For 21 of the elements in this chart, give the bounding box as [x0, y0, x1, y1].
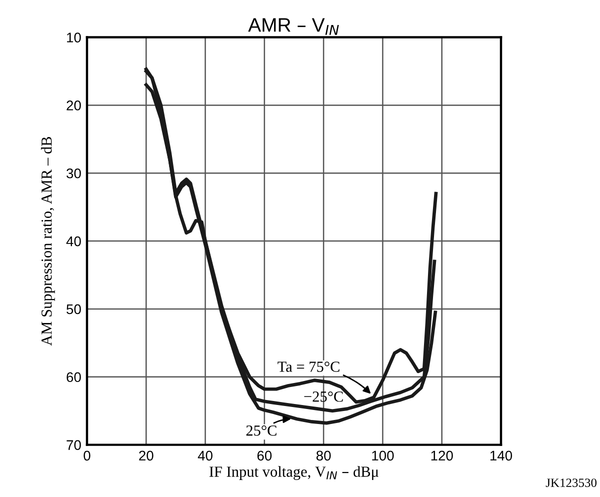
x-tick-label: 0 — [84, 450, 90, 461]
y-tick-label: 70 — [66, 440, 81, 450]
x-tick-label: 40 — [198, 450, 212, 461]
x-tick-label: 100 — [372, 450, 394, 461]
y-tick-label: 40 — [66, 236, 81, 246]
annotation: 25°C — [246, 425, 276, 436]
y-tick-label: 30 — [66, 168, 81, 178]
x-tick-label: 20 — [139, 450, 154, 461]
y-axis-title: AM Suppression ratio, AMR – dB — [41, 136, 55, 346]
y-tick-label: 60 — [66, 372, 81, 382]
annotation: Ta = 75°C — [278, 362, 340, 372]
text: JK123530 — [546, 478, 597, 488]
y-tick-label: 10 — [67, 32, 81, 42]
x-tick-label: 80 — [316, 450, 331, 461]
x-tick-label: 140 — [490, 450, 512, 461]
y-tick-label: 50 — [66, 304, 81, 314]
y-tick-label: 20 — [66, 100, 81, 110]
x-tick-label: 120 — [431, 450, 453, 461]
x-axis-title: IF Input voltage, V$_{IN}$ – dBμ — [209, 466, 378, 480]
x-tick-label: 60 — [257, 450, 272, 461]
chart-title: AMR – V$_{IN}$ — [248, 18, 339, 35]
